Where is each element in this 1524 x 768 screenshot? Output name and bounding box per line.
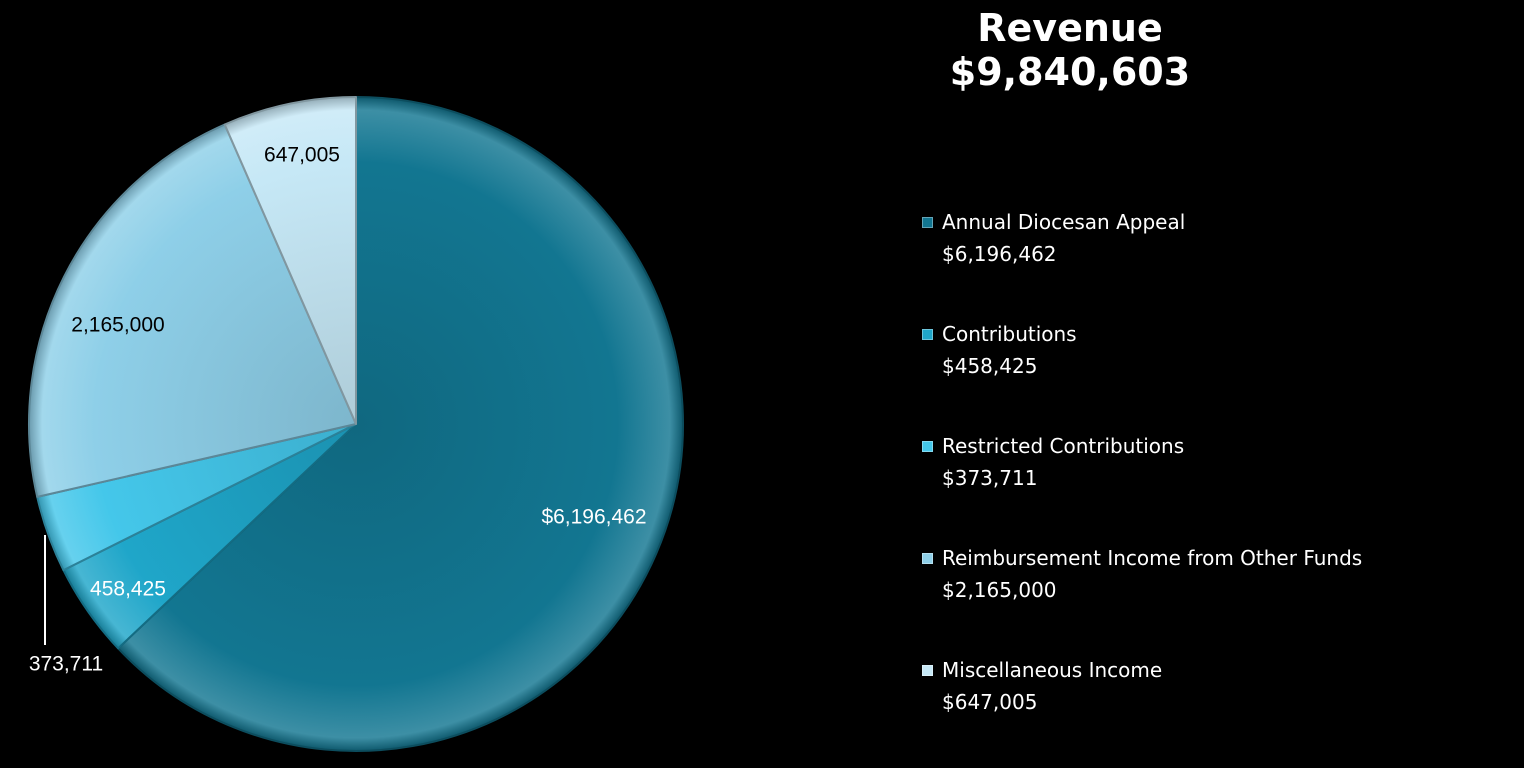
legend-item-restricted-contributions: Restricted Contributions $373,711 (920, 432, 1520, 502)
legend-value: $6,196,462 (942, 242, 1057, 266)
chart-title: Revenue $9,840,603 (880, 6, 1260, 94)
pie-data-label: $6,196,462 (541, 506, 646, 529)
legend-item-contributions: Contributions $458,425 (920, 320, 1520, 390)
legend-swatch-icon (922, 665, 933, 676)
total-amount: $9,840,603 (949, 50, 1191, 94)
legend-label: Contributions (942, 322, 1077, 346)
legend-value: $2,165,000 (942, 578, 1057, 602)
legend-label: Miscellaneous Income (942, 658, 1163, 682)
legend-value: $458,425 (942, 354, 1038, 378)
pie-data-label: 2,165,000 (71, 314, 164, 337)
legend-value: $373,711 (942, 466, 1038, 490)
legend-label: Annual Diocesan Appeal (942, 210, 1186, 234)
legend-item-reimbursement-income: Reimbursement Income from Other Funds $2… (920, 544, 1520, 614)
pie-slice-reimbursement-income-from-other-funds (28, 123, 357, 498)
legend-label: Restricted Contributions (942, 434, 1185, 458)
legend-label: Reimbursement Income from Other Funds (942, 546, 1363, 570)
pie-chart: $6,196,462 458,425 373,711 2,165,000 647,005 (28, 96, 684, 752)
pie-data-label: 647,005 (264, 144, 340, 167)
legend-item-miscellaneous-income: Miscellaneous Income $647,005 (920, 656, 1520, 726)
pie-slice-miscellaneous-income (223, 96, 357, 425)
legend-item-annual-diocesan-appeal: Annual Diocesan Appeal $6,196,462 (920, 208, 1520, 278)
legend-swatch-icon (922, 329, 933, 340)
title-text: Revenue (977, 6, 1163, 50)
pie-data-label: 373,711 (29, 653, 103, 676)
pie-data-label: 458,425 (90, 578, 166, 601)
legend-swatch-icon (922, 217, 933, 228)
legend-swatch-icon (922, 553, 933, 564)
legend-swatch-icon (922, 441, 933, 452)
pie-slice-annual-diocesan-appeal (117, 96, 684, 752)
legend-value: $647,005 (942, 690, 1038, 714)
